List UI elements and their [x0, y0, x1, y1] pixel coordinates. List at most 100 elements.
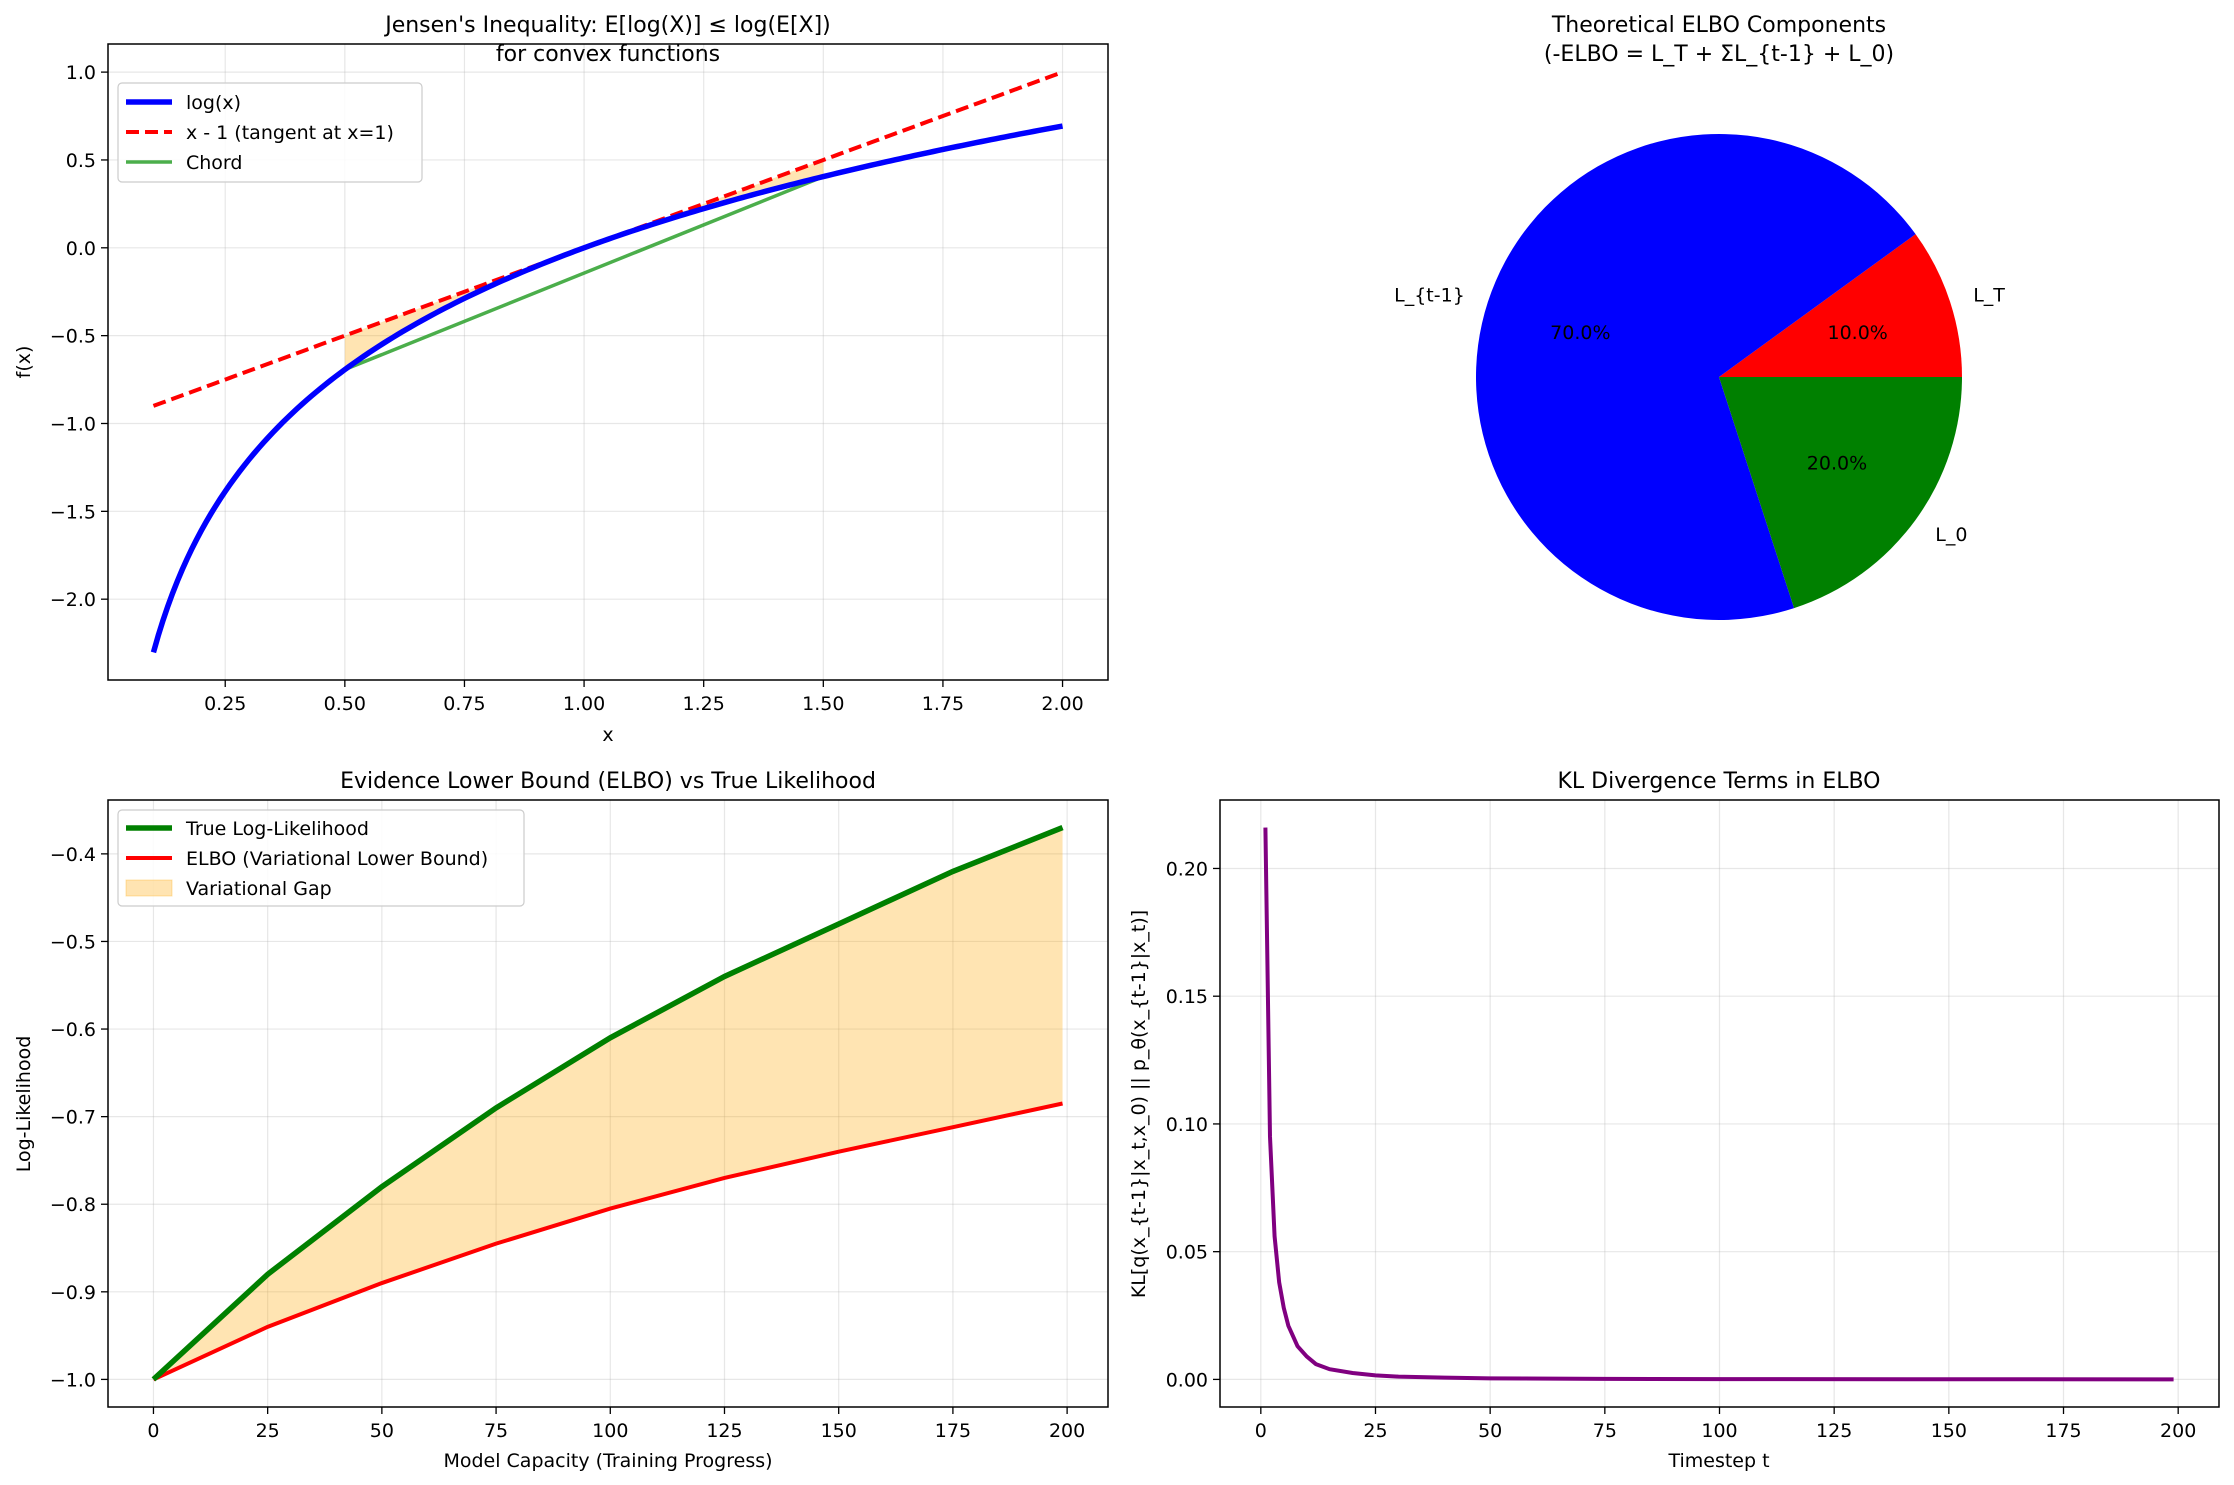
y-tick-label: −0.8	[50, 1194, 96, 1216]
pie-title: Theoretical ELBO Components	[1551, 13, 1886, 38]
jensen-axes-frame	[107, 43, 1109, 681]
y-tick-label: 0.0	[66, 238, 96, 260]
x-tick-label: 200	[1049, 1420, 1085, 1442]
jensen-xlabel: x	[602, 724, 613, 746]
jensen-panel: Jensen's Inequality: E[log(X)] ≤ log(E[X…	[13, 13, 1109, 746]
y-tick-label: 1.0	[66, 62, 96, 84]
x-tick-label: 200	[2160, 1420, 2196, 1442]
x-tick-label: 1.00	[563, 693, 605, 715]
x-tick-label: 1.75	[922, 693, 964, 715]
y-tick-label: −1.0	[50, 413, 96, 435]
x-tick-label: 0	[147, 1420, 159, 1442]
legend-label-tangent: x - 1 (tangent at x=1)	[186, 122, 394, 144]
variational-gap-area	[153, 827, 1063, 1380]
elbo-curve	[152, 1101, 1063, 1382]
y-tick-label: 0.05	[1166, 1242, 1208, 1264]
y-tick-label: 0.15	[1166, 986, 1208, 1008]
elbo-legend: True Log-Likelihood ELBO (Variational Lo…	[117, 809, 525, 907]
jensen-subtitle: for convex functions	[496, 42, 720, 67]
y-tick-label: 0.5	[66, 150, 96, 172]
jensen-legend-box	[117, 82, 423, 183]
kl-xlabel: Timestep t	[1667, 1450, 1769, 1472]
kl-title: KL Divergence Terms in ELBO	[1557, 769, 1880, 794]
kl-curve	[1263, 827, 2174, 1382]
x-tick-label: 125	[1816, 1420, 1852, 1442]
elbo-grid	[108, 800, 1108, 1407]
x-tick-label: 1.50	[802, 693, 844, 715]
pie-percent-label: 10.0%	[1827, 322, 1887, 344]
x-tick-label: 75	[1593, 1420, 1617, 1442]
elbo-legend-box	[117, 809, 525, 907]
chord-line	[344, 175, 824, 372]
x-tick-label: 25	[256, 1420, 280, 1442]
y-tick-label: −0.5	[50, 326, 96, 348]
y-tick-label: 0.20	[1166, 858, 1208, 880]
pie-labels: L_T 10.0% L_{t-1} 70.0% L_0 20.0%	[1394, 284, 2005, 546]
pie-percent-label: 70.0%	[1550, 322, 1610, 344]
y-tick-label: −2.0	[50, 589, 96, 611]
kl-x-ticks: 0 25 50 75 100 125 150 175 200	[1255, 1407, 2196, 1442]
kl-grid	[1220, 800, 2219, 1407]
jensen-x-ticks: 0.25 0.50 0.75 1.00 1.25 1.50 1.75 2.00	[204, 680, 1084, 715]
y-tick-label: −1.5	[50, 501, 96, 523]
elbo-pie-panel: Theoretical ELBO Components (-ELBO = L_T…	[1394, 13, 2005, 620]
pie-category-label: L_T	[1973, 284, 2005, 306]
jensen-title: Jensen's Inequality: E[log(X)] ≤ log(E[X…	[383, 13, 831, 38]
x-tick-label: 0.75	[443, 693, 485, 715]
elbo-xlabel: Model Capacity (Training Progress)	[443, 1450, 772, 1472]
pie-slice	[1476, 133, 1916, 620]
x-tick-label: 75	[484, 1420, 508, 1442]
pie-slice	[1719, 234, 1962, 377]
y-tick-label: −0.5	[50, 931, 96, 953]
pie-category-label: L_{t-1}	[1394, 284, 1465, 306]
jensen-legend: log(x) x - 1 (tangent at x=1) Chord	[117, 82, 423, 183]
x-tick-label: 2.00	[1041, 693, 1083, 715]
elbo-title: Evidence Lower Bound (ELBO) vs True Like…	[340, 769, 876, 794]
pie-subtitle: (-ELBO = L_T + ΣL_{t-1} + L_0)	[1544, 42, 1894, 67]
elbo-y-ticks: −0.4 −0.5 −0.6 −0.7 −0.8 −0.9 −1.0	[50, 844, 108, 1391]
legend-label-true-loglik: True Log-Likelihood	[185, 818, 369, 840]
x-tick-label: 0.50	[324, 693, 366, 715]
legend-label-log: log(x)	[186, 92, 241, 114]
elbo-x-ticks: 0 25 50 75 100 125 150 175 200	[147, 1407, 1085, 1442]
x-tick-label: 100	[592, 1420, 628, 1442]
log-curve	[150, 123, 1064, 654]
pie-percent-label: 20.0%	[1807, 453, 1867, 475]
y-tick-label: −0.4	[50, 844, 96, 866]
jensen-shaded-region	[344, 159, 824, 370]
y-tick-label: −0.7	[50, 1107, 96, 1129]
x-tick-label: 50	[1478, 1420, 1502, 1442]
x-tick-label: 100	[1701, 1420, 1737, 1442]
y-tick-label: −0.9	[50, 1282, 96, 1304]
x-tick-label: 175	[2045, 1420, 2081, 1442]
pie-slices	[1476, 133, 1962, 620]
pie-slice	[1719, 377, 1962, 609]
y-tick-label: 0.10	[1166, 1114, 1208, 1136]
x-tick-label: 150	[1931, 1420, 1967, 1442]
x-tick-label: 150	[821, 1420, 857, 1442]
elbo-ylabel: Log-Likelihood	[13, 1036, 35, 1173]
elbo-likelihood-panel: Evidence Lower Bound (ELBO) vs True Like…	[13, 769, 1109, 1472]
y-tick-label: −0.6	[50, 1019, 96, 1041]
y-tick-label: −1.0	[50, 1369, 96, 1391]
x-tick-label: 175	[935, 1420, 971, 1442]
legend-swatch-gap	[125, 879, 173, 897]
x-tick-label: 1.25	[683, 693, 725, 715]
x-tick-label: 25	[1363, 1420, 1387, 1442]
x-tick-label: 0	[1255, 1420, 1267, 1442]
y-tick-label: 0.00	[1166, 1369, 1208, 1391]
x-tick-label: 50	[370, 1420, 394, 1442]
pie-category-label: L_0	[1935, 524, 1967, 546]
jensen-grid	[108, 44, 1108, 680]
kl-divergence-panel: KL Divergence Terms in ELBO 0 25 50 75 100 12…	[1128, 769, 2220, 1472]
legend-label-chord: Chord	[186, 152, 242, 174]
elbo-axes-frame	[107, 799, 1109, 1408]
legend-label-gap: Variational Gap	[186, 878, 332, 900]
kl-ylabel: KL[q(x_{t-1}|x_t,x_0) || p_θ(x_{t-1}|x_t…	[1128, 910, 1150, 1298]
jensen-ylabel: f(x)	[13, 346, 35, 379]
legend-label-elbo: ELBO (Variational Lower Bound)	[186, 848, 488, 870]
jensen-y-ticks: 1.0 0.5 0.0 −0.5 −1.0 −1.5 −2.0	[50, 62, 108, 611]
x-tick-label: 0.25	[204, 693, 246, 715]
true-loglik-curve	[151, 825, 1064, 1382]
